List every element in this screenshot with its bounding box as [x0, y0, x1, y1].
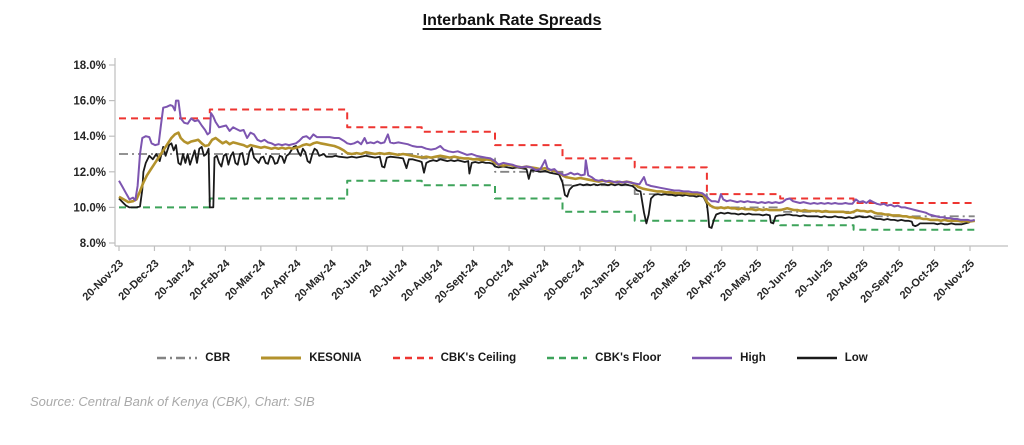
legend-item-cbk-s-floor: CBK's Floor [546, 352, 661, 364]
y-tick-label: 16.0% [73, 96, 106, 108]
legend-line-sample [261, 356, 302, 360]
y-tick-label: 12.0% [73, 167, 106, 179]
y-tick-label: 14.0% [73, 131, 106, 143]
series-line-kesonia [118, 131, 975, 223]
series-line-cbk-s-ceiling [119, 108, 975, 204]
legend-item-kesonia: KESONIA [260, 352, 362, 364]
legend-label: High [740, 352, 766, 364]
legend-item-cbk-s-ceiling: CBK's Ceiling [392, 352, 517, 364]
legend-line-sample [157, 356, 198, 360]
legend-item-cbr: CBR [156, 352, 230, 364]
y-tick-label: 8.0% [80, 238, 106, 250]
legend: CBR KESONIA CBK's Ceiling CBK's Floor High Lo… [0, 352, 1024, 364]
chart-title: Interbank Rate Spreads [422, 12, 602, 29]
legend-line-sample [547, 356, 588, 360]
legend-line-sample [392, 356, 433, 360]
legend-label: KESONIA [309, 352, 362, 364]
series-line-cbk-s-floor [119, 179, 975, 231]
legend-label: Low [844, 352, 868, 364]
series-line-low [118, 142, 975, 229]
source-note: Source: Central Bank of Kenya (CBK), Cha… [30, 394, 315, 409]
legend-label: CBK's Floor [595, 352, 662, 364]
y-tick-label: 18.0% [73, 60, 106, 72]
legend-line-sample [796, 356, 837, 360]
series-line-high [118, 99, 975, 222]
legend-item-low: Low [796, 352, 868, 364]
legend-label: CBR [205, 352, 231, 364]
legend-line-sample [692, 356, 733, 360]
legend-label: CBK's Ceiling [440, 352, 517, 364]
plot-area: 18.0%16.0%14.0%12.0%10.0%8.0%20-Nov-2320… [73, 58, 1008, 305]
legend-item-high: High [691, 352, 766, 364]
y-tick-label: 10.0% [73, 202, 106, 214]
